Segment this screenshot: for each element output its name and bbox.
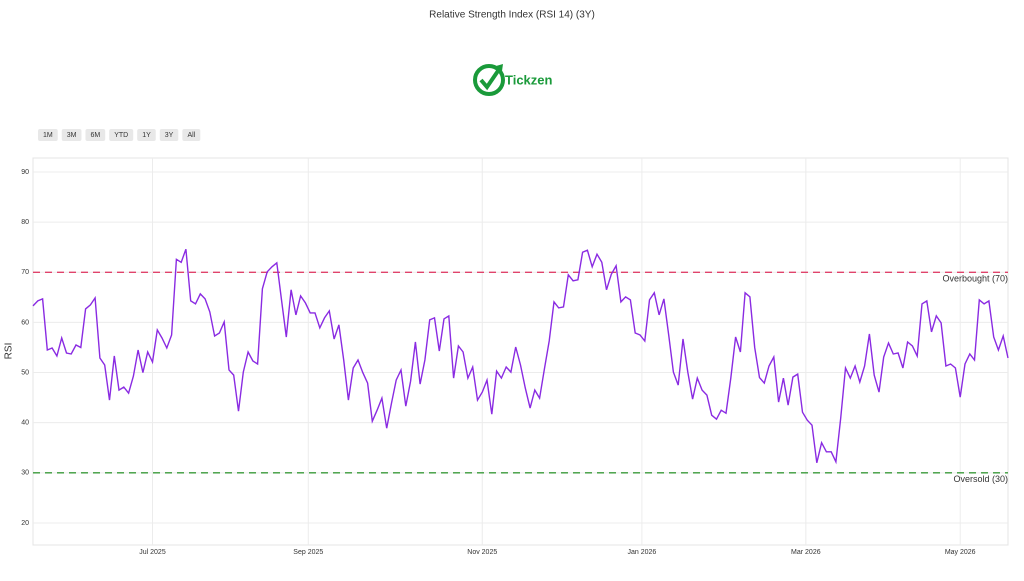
y-tick-label: 50	[21, 369, 29, 376]
range-button[interactable]: 3M	[61, 129, 82, 141]
logo-check	[479, 66, 502, 91]
range-button-label: All	[187, 132, 195, 139]
logo: Tickzen	[473, 64, 553, 96]
chart-title: Relative Strength Index (RSI 14) (3Y)	[429, 10, 595, 21]
range-button[interactable]: 3Y	[159, 129, 179, 141]
range-button-bg	[61, 129, 82, 141]
reference-label: Overbought (70)	[942, 274, 1008, 284]
range-button-bg	[159, 129, 179, 141]
range-button-label: YTD	[114, 132, 128, 139]
x-tick-label: Mar 2026	[791, 549, 821, 556]
range-button-bg	[85, 129, 106, 141]
x-tick-label: Sep 2025	[293, 549, 323, 556]
logo-text: Tickzen	[505, 72, 553, 87]
range-button[interactable]: 6M	[85, 129, 106, 141]
y-tick-label: 90	[21, 169, 29, 176]
range-button[interactable]: YTD	[109, 129, 134, 141]
range-button-bg	[182, 129, 201, 141]
x-tick-label: May 2026	[945, 549, 976, 556]
y-tick-label: 60	[21, 319, 29, 326]
y-tick-label: 80	[21, 219, 29, 226]
y-tick-label: 70	[21, 269, 29, 276]
range-button-label: 3Y	[165, 132, 174, 139]
range-button-bg	[109, 129, 134, 141]
x-tick-label: Jul 2025	[139, 549, 166, 556]
y-tick-label: 20	[21, 520, 29, 527]
reference-label: Oversold (30)	[953, 474, 1008, 484]
range-button-label: 1M	[43, 132, 53, 139]
y-tick-label: 30	[21, 470, 29, 477]
range-button-label: 1Y	[142, 132, 151, 139]
plot-frame	[32, 157, 1009, 546]
x-tick-label: Nov 2025	[467, 549, 497, 556]
rsi-line	[32, 248, 1009, 465]
range-button-bg	[38, 129, 58, 141]
range-button-label: 3M	[67, 132, 77, 139]
logo-ring	[473, 64, 505, 96]
range-button-label: 6M	[90, 132, 100, 139]
range-button[interactable]: All	[182, 129, 201, 141]
x-tick-label: Jan 2026	[627, 549, 656, 556]
range-button[interactable]: 1M	[38, 129, 58, 141]
range-button[interactable]: 1Y	[137, 129, 156, 141]
y-tick-label: 40	[21, 420, 29, 427]
y-axis-label: RSI	[4, 343, 15, 360]
range-button-bg	[137, 129, 156, 141]
logo-arrow	[496, 64, 503, 71]
